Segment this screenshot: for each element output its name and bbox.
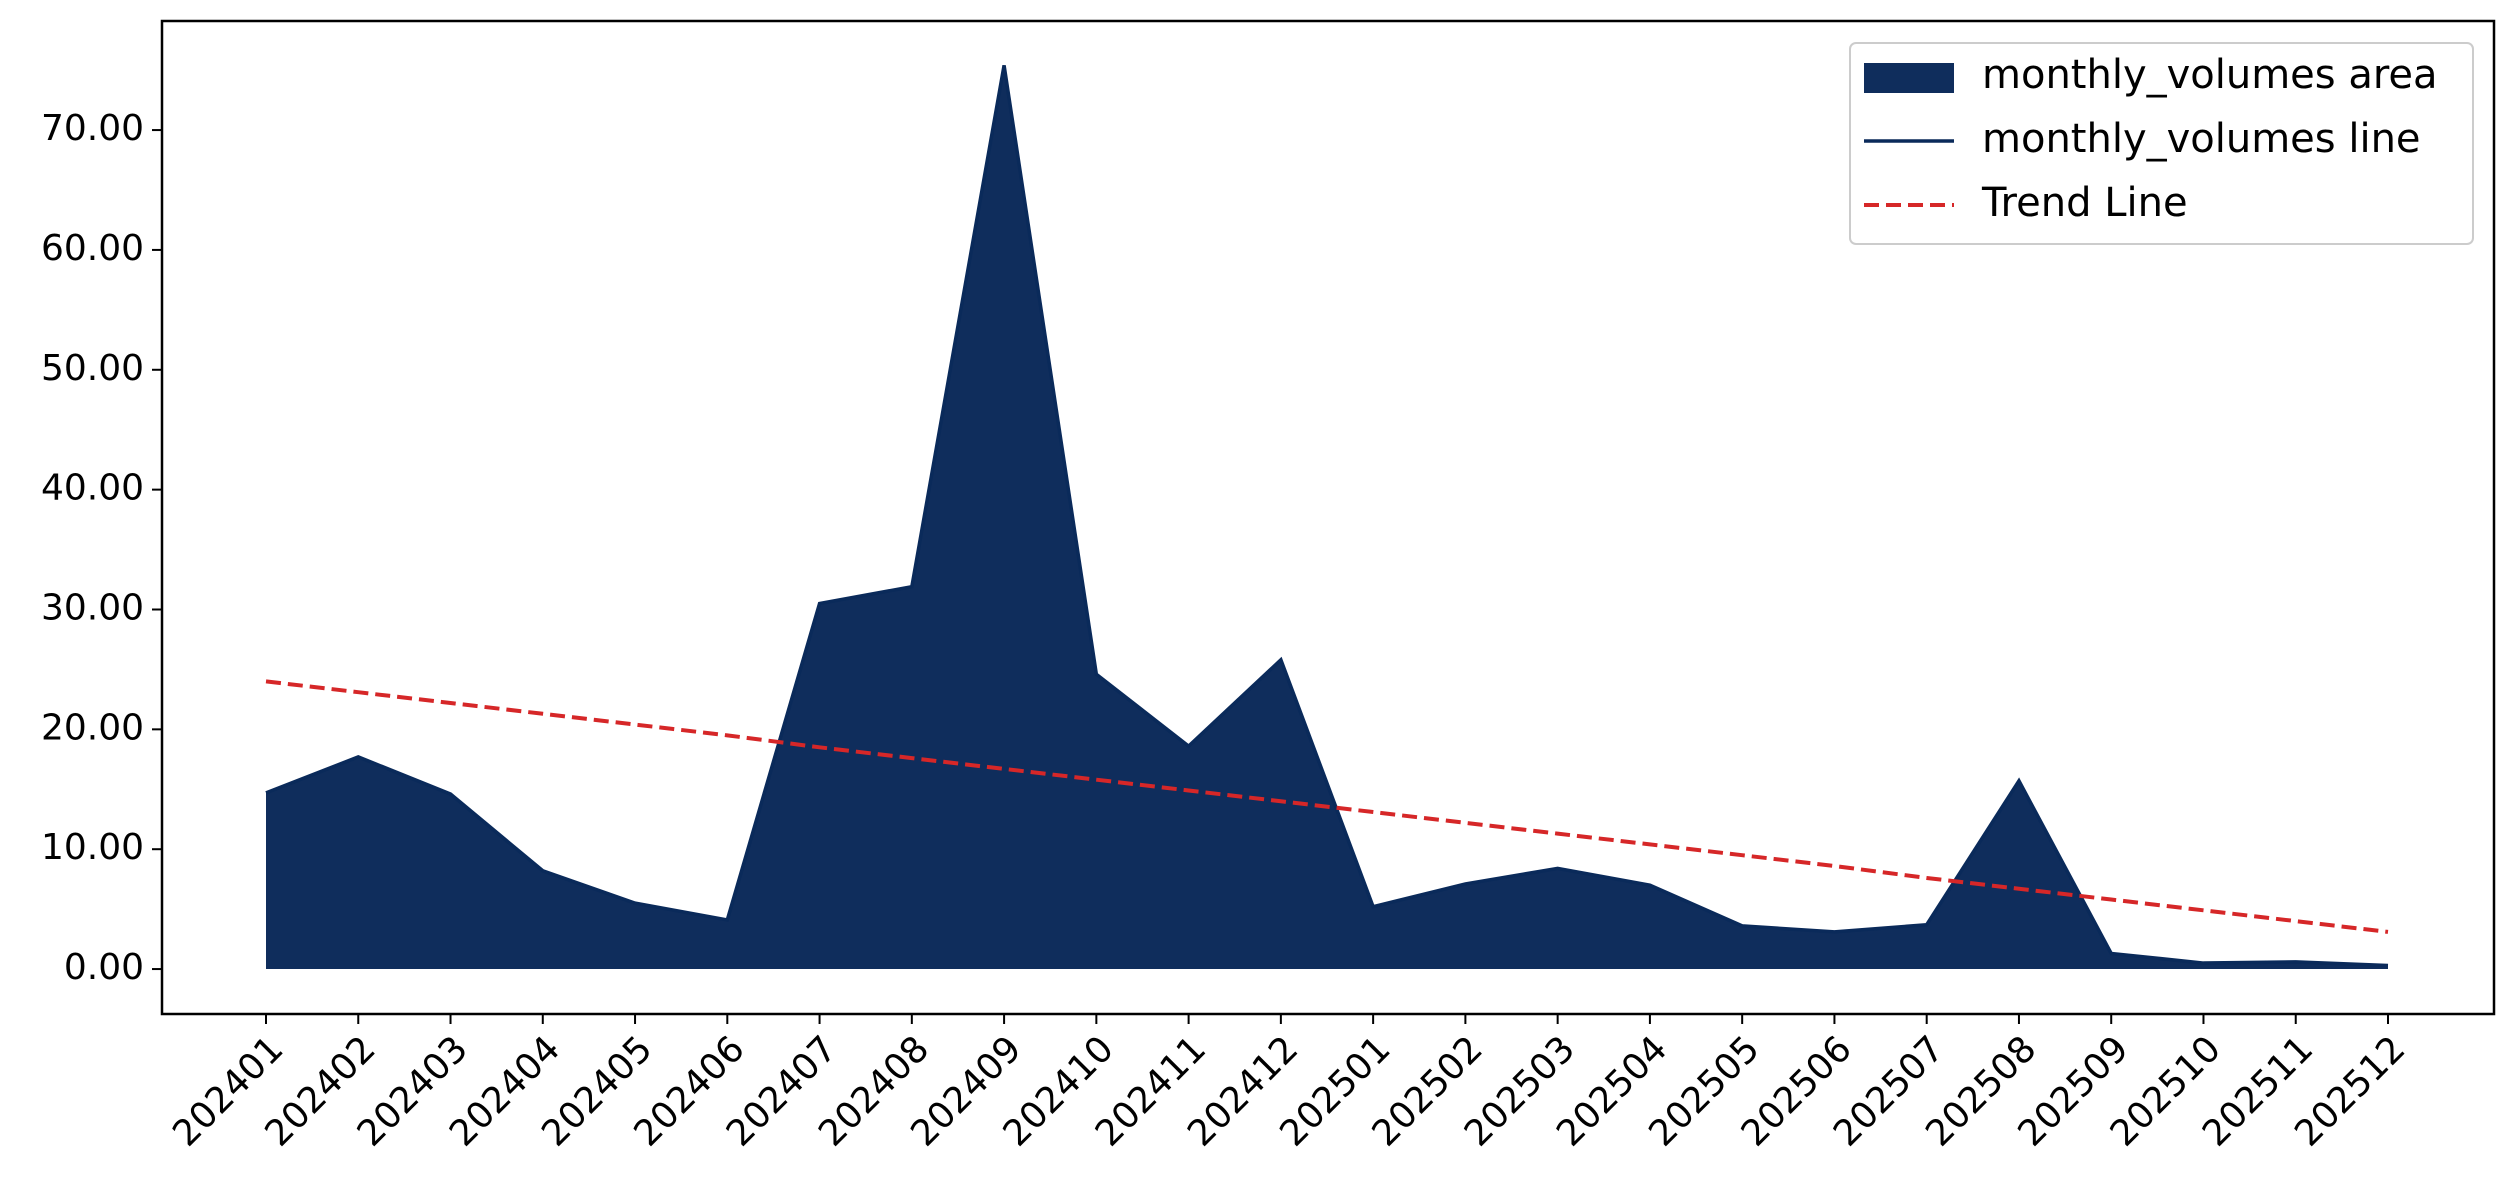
y-tick-label: 60.00: [41, 228, 144, 269]
legend-frame: [1849, 42, 2474, 245]
legend-swatch: [1864, 63, 1954, 93]
y-tick-label: 50.00: [41, 348, 144, 389]
line: [265, 65, 2389, 968]
y-tick-label: 20.00: [41, 707, 144, 748]
legend-label: monthly_volumes line: [1982, 116, 2421, 162]
trend-line: [265, 679, 2389, 934]
plot-frame: [160, 19, 2496, 1016]
y-tick-label: 70.00: [41, 108, 144, 149]
y-tick-label: 0.00: [64, 947, 144, 988]
y-tick-label: 40.00: [41, 468, 144, 509]
legend-label: monthly_volumes area: [1982, 52, 2438, 98]
legend: monthly_volumes area monthly_volumes line…: [1849, 42, 2474, 245]
legend-label: Trend Line: [1981, 180, 2188, 226]
y-tick-label: 30.00: [41, 587, 144, 628]
y-tick-label: 10.00: [41, 827, 144, 868]
